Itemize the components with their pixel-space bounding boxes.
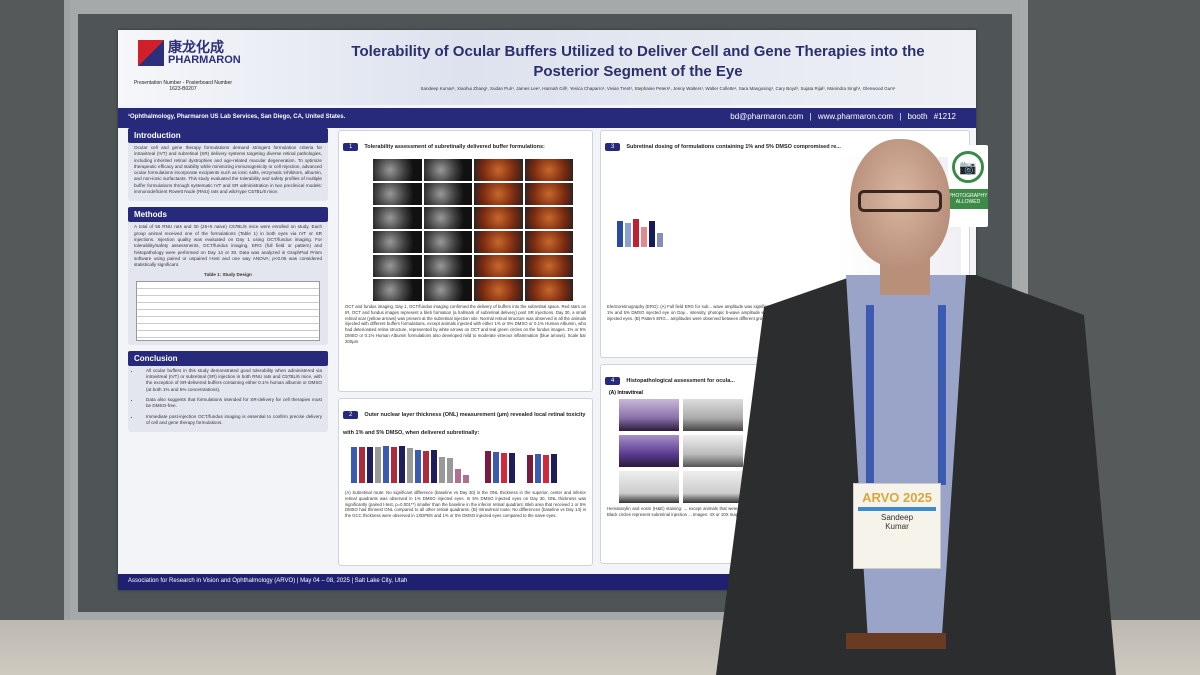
section-caption: OCT and fundus imaging. Day 1, OCT/fundu… [345,304,586,344]
study-design-table [136,280,320,341]
conclusion-bullet: Immediate post-injection OCT/fundus imag… [140,412,328,429]
arvo-lanyard [866,305,946,485]
introduction-heading: Introduction [128,128,328,143]
introduction-text: Ocular cell and gene therapy formulation… [134,145,322,195]
oct-fundus-image-grid [373,159,573,301]
section-title: Histopathological assessment for ocula..… [626,378,735,384]
section-number: 3 [605,143,621,151]
photography-allowed-sign: 📷 PHOTOGRAPHY ALLOWED [948,145,988,227]
section-2: 2 Outer nuclear layer thickness (ONL) mea… [338,398,593,566]
poster-title: Tolerability of Ocular Buffers Utilized … [351,43,925,80]
contact-info: bd@pharmaron.com | www.pharmaron.com | b… [730,112,956,121]
conclusion-heading: Conclusion [128,350,328,366]
presenter-head [850,139,950,267]
study-design-table-title: Table 1: Study Design [204,272,252,278]
badge-event: ARVO 2025 [862,490,932,505]
erg-bar-chart [617,157,953,247]
onl-bar-charts [343,439,588,487]
gcc-chart-b [485,443,557,483]
booth-panel-left [0,0,70,620]
name-badge: ARVO 2025 Sandeep Kumar [853,483,941,569]
methods-text: A total of 55 RNU rats and 30 (25+5 naiv… [134,224,322,268]
badge-last-name: Kumar [885,522,909,531]
histology-image-grid [619,399,965,503]
onl-chart-a [351,443,469,483]
conclusion-bullet: All ocular buffers in this study demonst… [140,366,328,395]
logo-mark-icon [138,40,164,66]
presentation-number: Presentation Number - Posterboard Number… [133,80,233,92]
logo-chinese-text: 康龙化成 [168,39,224,55]
presenter: ARVO 2025 Sandeep Kumar [716,135,1116,675]
pharmaron-logo: 康龙化成 PHARMARON [138,40,241,66]
leather-belt [846,633,946,649]
section-number: 4 [605,377,621,385]
badge-first-name: Sandeep [880,513,914,522]
methods-box: Methods A total of 55 RNU rats and 30 (2… [128,207,328,345]
poster-header: 康龙化成 PHARMARON Presentation Number - Pos… [118,30,976,105]
camera-icon: 📷 [952,151,984,183]
affiliation-text: ¹Ophthalmology, Pharmaron US Lab Service… [128,114,346,120]
logo-english-text: PHARMARON [168,54,241,66]
photo-sign-label: PHOTOGRAPHY ALLOWED [948,189,988,209]
conclusion-bullet: Data also suggests that formulations int… [140,395,328,412]
conclusion-box: Conclusion All ocular buffers in this st… [128,350,328,433]
methods-heading: Methods [128,207,328,223]
left-column: Introduction Ocular cell and gene therap… [128,128,328,438]
eyeglasses [858,190,942,212]
author-list: Sandeep Kumar¹, Xiaohui Zhang¹, Sudan Pu… [420,86,896,91]
section-title: Outer nuclear layer thickness (ONL) meas… [343,412,586,436]
section-number: 2 [343,411,359,419]
section-title: Tolerability assessment of subretinally … [364,144,545,150]
section-number: 1 [343,143,359,151]
section-caption: (A) Subretinal route: No significant dif… [345,490,586,519]
section-1: 1 Tolerability assessment of subretinally… [338,130,593,392]
affiliation-bar: ¹Ophthalmology, Pharmaron US Lab Service… [118,108,976,128]
section-subtitle: (A) Intravitreal [609,390,643,396]
section-title: Subretinal dosing of formulations contai… [626,144,841,150]
introduction-box: Introduction Ocular cell and gene therap… [128,128,328,202]
